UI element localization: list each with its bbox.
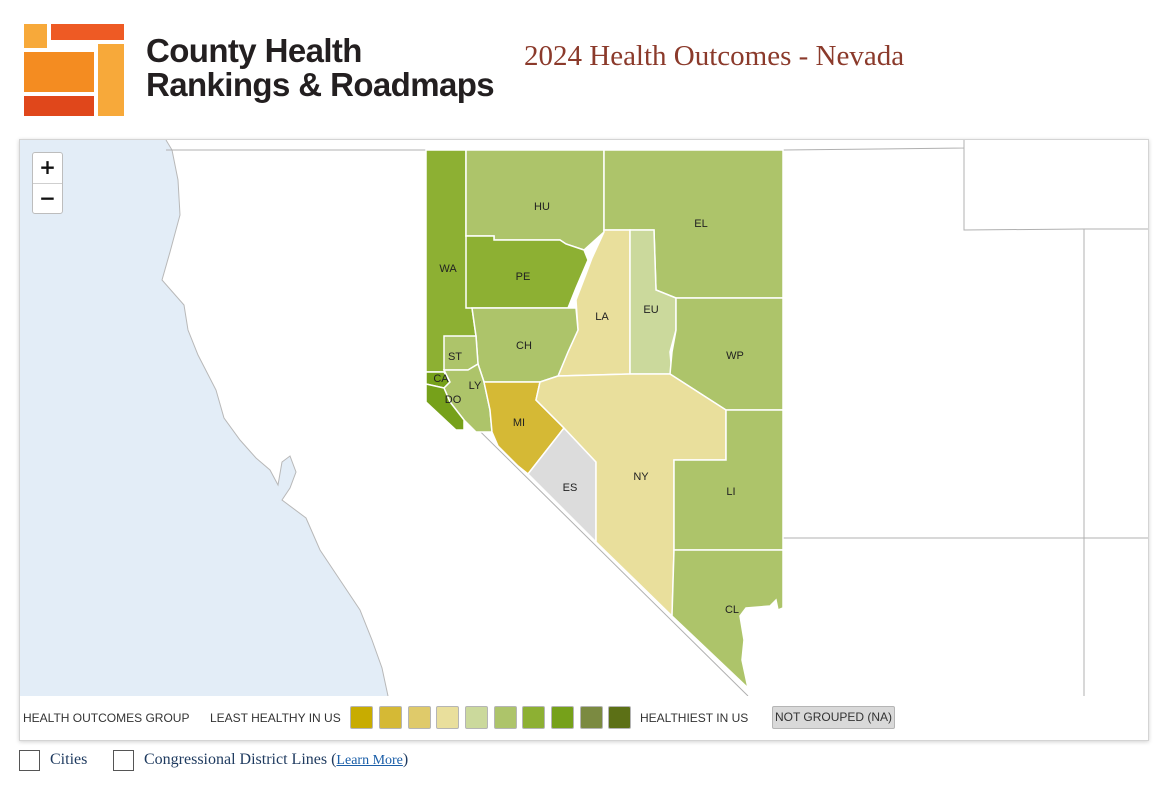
- legend-swatch-4: [436, 706, 459, 729]
- districts-label-text[interactable]: Congressional District Lines: [144, 751, 328, 768]
- legend-swatch-2: [379, 706, 402, 729]
- brand-line-1: County Health: [146, 32, 362, 69]
- county-douglas[interactable]: [425, 383, 465, 431]
- zoom-out-button[interactable]: −: [33, 183, 62, 213]
- label-cl: CL: [725, 604, 739, 616]
- legend-swatch-1: [350, 706, 373, 729]
- legend-swatch-10: [608, 706, 631, 729]
- cities-label[interactable]: Cities: [50, 751, 88, 768]
- label-ly: LY: [469, 380, 482, 392]
- legend-healthiest-label: HEALTHIEST IN US: [640, 711, 749, 725]
- county-labels: HU EL WA PE LA EU CH WP ST CA LY DO MI E…: [433, 201, 744, 616]
- label-pe: PE: [516, 271, 531, 283]
- legend-swatch-7: [522, 706, 545, 729]
- legend-least-healthy-label: LEAST HEALTHY IN US: [210, 711, 341, 725]
- nevada-map[interactable]: HU EL WA PE LA EU CH WP ST CA LY DO MI E…: [20, 140, 1148, 696]
- counties[interactable]: [425, 149, 784, 691]
- brand-line-2: Rankings & Roadmaps: [146, 66, 495, 103]
- header: County Health Rankings & Roadmaps 2024 H…: [0, 0, 1168, 130]
- legend-swatch-5: [465, 706, 488, 729]
- brand-name: County Health Rankings & Roadmaps: [146, 32, 495, 103]
- districts-label[interactable]: Congressional District Lines (Learn More…: [144, 751, 409, 768]
- label-st: ST: [448, 351, 462, 363]
- learn-more-link[interactable]: Learn More: [336, 753, 403, 768]
- legend-swatch-8: [551, 706, 574, 729]
- page-title: 2024 Health Outcomes - Nevada: [524, 40, 905, 72]
- legend: HEALTH OUTCOMES GROUP LEAST HEALTHY IN U…: [20, 696, 1148, 740]
- label-ch: CH: [516, 340, 532, 352]
- map-container[interactable]: HU EL WA PE LA EU CH WP ST CA LY DO MI E…: [19, 139, 1149, 741]
- label-ny: NY: [633, 471, 649, 483]
- zoom-in-button[interactable]: +: [39, 155, 56, 179]
- label-la: LA: [595, 311, 609, 323]
- label-li: LI: [726, 486, 735, 498]
- legend-swatch-3: [408, 706, 431, 729]
- districts-checkbox[interactable]: [113, 750, 134, 771]
- legend-not-grouped: NOT GROUPED (NA): [772, 706, 895, 729]
- label-do: DO: [445, 394, 462, 406]
- label-eu: EU: [643, 304, 658, 316]
- label-el: EL: [694, 218, 707, 230]
- label-ca: CA: [433, 373, 449, 385]
- legend-swatch-6: [494, 706, 517, 729]
- label-wp: WP: [726, 350, 744, 362]
- county-clark[interactable]: [671, 549, 784, 691]
- legend-swatch-9: [580, 706, 603, 729]
- label-wa: WA: [439, 263, 457, 275]
- zoom-control: + −: [32, 152, 63, 214]
- map-options: Cities Congressional District Lines (Lea…: [0, 746, 1168, 786]
- coastline: [161, 140, 389, 696]
- county-lyon[interactable]: [442, 362, 493, 433]
- label-hu: HU: [534, 201, 550, 213]
- label-es: ES: [563, 482, 578, 494]
- county-humboldt[interactable]: [465, 149, 605, 251]
- legend-title: HEALTH OUTCOMES GROUP: [23, 711, 190, 725]
- label-mi: MI: [513, 417, 525, 429]
- chrr-logo: [24, 24, 124, 116]
- cities-checkbox[interactable]: [19, 750, 40, 771]
- pacific-ocean: [20, 140, 388, 696]
